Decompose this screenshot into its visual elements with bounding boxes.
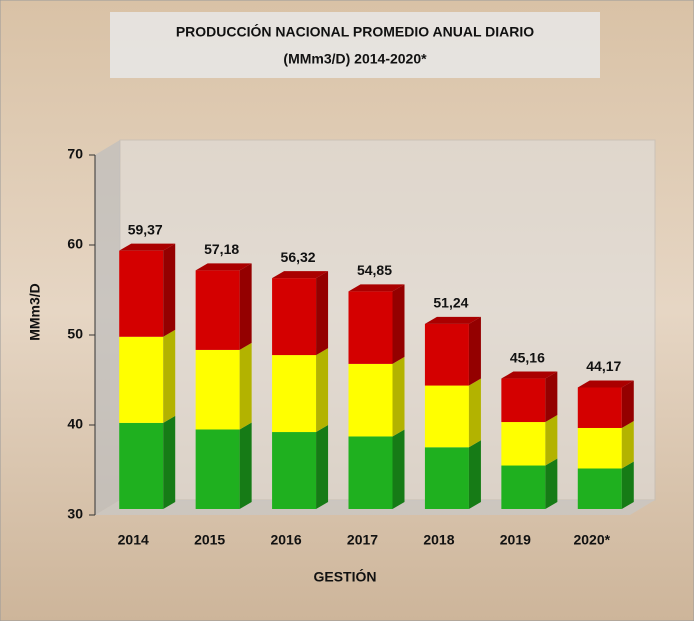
side-wall [95,140,120,515]
x-tick-label: 2018 [423,532,454,548]
bar-band [272,278,317,356]
bar-band [195,429,240,509]
bar-top [424,316,481,324]
bar-top [195,263,252,271]
bar-band [195,270,240,350]
y-axis-title: MMm3/D [27,283,43,341]
x-tick-label: 2015 [194,532,225,548]
bar-band [272,432,317,509]
bar-top [119,243,176,251]
bar-band [348,436,393,509]
bar-band [577,387,622,428]
bar-band [119,422,164,509]
y-tick-label: 70 [67,146,83,162]
value-label: 59,37 [128,221,163,237]
x-tick-label: 2019 [500,532,531,548]
value-label: 44,17 [586,358,621,374]
x-axis-title: GESTIÓN [313,568,376,585]
y-tick-label: 60 [67,236,83,252]
bar-band-side [545,371,558,423]
bar-band-side [468,440,481,509]
bar-band-side [621,380,634,428]
bar-band-side [316,348,329,433]
bar-band-side [163,329,176,423]
bar-band-side [621,461,634,509]
bar-band-side [316,271,329,356]
x-tick-label: 2020* [573,532,610,548]
bar-band [577,427,622,469]
bar-band-side [468,378,481,448]
chart-title: (MMm3/D) 2014-2020* [283,51,427,67]
bar [119,243,176,509]
y-tick-label: 30 [67,506,83,522]
bar-band-side [239,342,252,430]
bar [272,271,329,509]
bar-band [119,250,164,337]
value-label: 51,24 [433,295,468,311]
bar [348,284,405,509]
bar-band [272,355,317,433]
bar-band-side [163,243,176,337]
bar-band [119,336,164,423]
bar-band [195,349,240,430]
bar-band-side [239,422,252,509]
bar-top [577,380,634,388]
bar [501,371,558,509]
bar-band-side [621,420,634,469]
bar-band [501,465,546,509]
bar-band [424,447,469,509]
bar-band-side [392,429,405,509]
bar-band-side [392,284,405,364]
bar-band-side [316,425,329,509]
value-label: 56,32 [281,249,316,265]
x-tick-label: 2016 [270,532,301,548]
y-tick-label: 50 [67,326,83,342]
bar-band [424,323,469,386]
value-label: 57,18 [204,241,239,257]
bar-band [577,468,622,509]
bar-band [501,422,546,466]
bar-top [348,284,405,292]
bar [424,316,481,509]
bar-top [501,371,558,379]
value-label: 45,16 [510,349,545,365]
chart-title: PRODUCCIÓN NACIONAL PROMEDIO ANUAL DIARI… [176,23,534,40]
bar-band-side [163,415,176,509]
bar-band-side [239,263,252,350]
bar-band [501,378,546,423]
x-tick-label: 2014 [118,532,149,548]
bar-band [348,363,393,437]
y-tick-label: 40 [67,416,83,432]
bar-band [348,291,393,364]
bar [195,263,252,509]
bar-band-side [392,356,405,437]
title-box [110,12,600,78]
bar-band-side [545,415,558,466]
bar-band-side [545,458,558,509]
bar-band-side [468,316,481,386]
bar-band [424,385,469,448]
bar-top [272,271,329,279]
x-tick-label: 2017 [347,532,378,548]
bar [577,380,634,509]
value-label: 54,85 [357,262,392,278]
